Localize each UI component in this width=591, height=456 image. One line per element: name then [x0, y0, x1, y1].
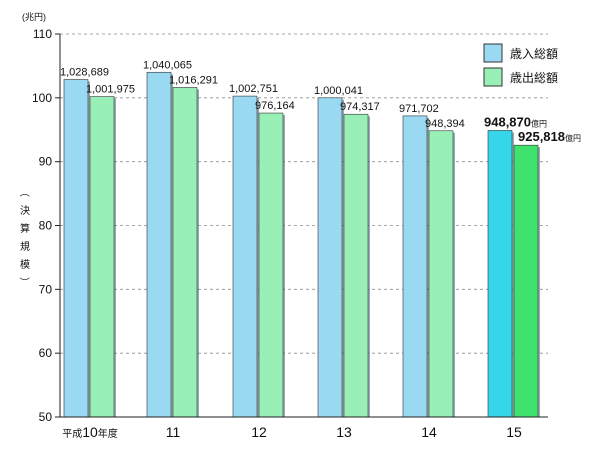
- data-label-revenue: 971,702: [399, 103, 439, 115]
- legend: 歳入総額 歳出総額: [483, 43, 558, 87]
- bar-revenue: [487, 130, 513, 418]
- bar-shadow-expenditure: [114, 98, 116, 417]
- legend-label-revenue: 歳入総額: [510, 47, 558, 61]
- y-axis-title-char: 算: [20, 222, 30, 235]
- y-axis-title-char: 模: [20, 259, 30, 271]
- bar-shadow-revenue: [427, 117, 429, 418]
- x-category-label: 14: [421, 424, 437, 440]
- legend-swatch-revenue: [483, 43, 503, 63]
- bar-shadow-revenue: [342, 99, 344, 417]
- data-label-revenue: 948,870億円: [484, 114, 547, 129]
- axes: 50 60 70 80 90 100 110: [32, 27, 548, 424]
- y-axis-title-char: ）: [18, 277, 30, 287]
- data-labels: 1,028,689 1,001,975 平成10年度 1,040,065 1,016,2…: [60, 59, 581, 440]
- bar-shadow-expenditure: [197, 89, 199, 418]
- data-label-expenditure: 976,164: [255, 100, 295, 112]
- bar-expenditure: [343, 113, 369, 418]
- bar-expenditure: [513, 144, 539, 418]
- bar-expenditure: [172, 87, 198, 418]
- bar-revenue: [232, 95, 258, 418]
- data-label-expenditure: 1,016,291: [169, 74, 218, 86]
- y-tick-label: 100: [32, 91, 52, 105]
- bar-shadow-revenue: [257, 98, 259, 418]
- y-tick-label: 50: [39, 410, 53, 424]
- data-label-expenditure: 948,394: [425, 118, 465, 130]
- y-tick-label: 110: [33, 27, 52, 41]
- y-axis-title-char: （: [18, 187, 30, 197]
- y-tick-label: 60: [39, 346, 53, 360]
- y-unit-label: (兆円): [22, 12, 46, 22]
- bar-revenue: [402, 115, 428, 418]
- y-axis-title-char: 規: [20, 241, 30, 253]
- bar-shadow-revenue: [512, 132, 514, 417]
- x-category-label: 平成10年度: [62, 424, 118, 440]
- data-label-revenue: 1,000,041: [314, 85, 363, 97]
- x-category-label: 13: [336, 424, 352, 440]
- bar-expenditure: [258, 112, 284, 418]
- x-category-label: 15: [506, 424, 522, 440]
- data-label-revenue: 1,040,065: [143, 59, 192, 71]
- data-label-expenditure: 925,818億円: [518, 129, 581, 144]
- y-axis-title-char: 決: [20, 205, 30, 217]
- gridlines: [60, 33, 548, 354]
- bar-shadow-revenue: [88, 81, 90, 417]
- data-label-revenue: 1,002,751: [229, 83, 278, 95]
- x-category-label: 12: [251, 424, 267, 440]
- x-category-label: 11: [166, 424, 181, 440]
- bar-shadow-expenditure: [538, 147, 540, 418]
- bar-shadow-expenditure: [453, 132, 455, 418]
- bars-group: [63, 71, 540, 418]
- y-tick-label: 80: [39, 219, 53, 233]
- bar-revenue: [317, 97, 343, 418]
- data-label-expenditure: 974,317: [340, 101, 380, 113]
- y-tick-label: 70: [39, 282, 53, 296]
- legend-swatch-expenditure: [483, 67, 503, 87]
- legend-label-expenditure: 歳出総額: [510, 71, 558, 85]
- y-tick-label: 90: [39, 155, 53, 169]
- bar-shadow-expenditure: [283, 115, 285, 417]
- bar-shadow-revenue: [171, 74, 173, 417]
- bar-revenue: [146, 71, 172, 418]
- bar-expenditure: [89, 96, 115, 418]
- bar-revenue: [63, 79, 89, 418]
- data-label-revenue: 1,028,689: [60, 67, 109, 79]
- data-label-expenditure: 1,001,975: [86, 84, 135, 96]
- bar-expenditure: [428, 130, 454, 418]
- bar-shadow-expenditure: [368, 116, 370, 417]
